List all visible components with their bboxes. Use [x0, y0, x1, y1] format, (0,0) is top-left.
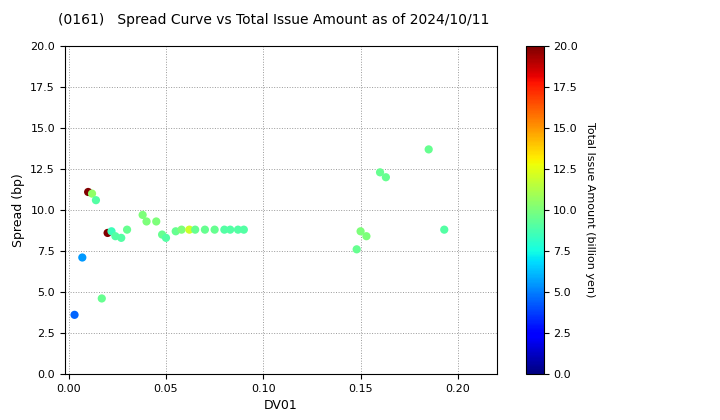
Point — [170, 228, 181, 235]
Y-axis label: Spread (bp): Spread (bp) — [12, 173, 24, 247]
Point — [184, 226, 195, 233]
Point — [219, 226, 230, 233]
Point — [82, 189, 94, 195]
Point — [102, 230, 113, 236]
Point — [176, 226, 187, 233]
Point — [86, 190, 98, 197]
Point — [423, 146, 434, 153]
Point — [69, 312, 81, 318]
Point — [225, 226, 236, 233]
Point — [161, 234, 172, 241]
Point — [137, 212, 148, 218]
Point — [438, 226, 450, 233]
Point — [115, 234, 127, 241]
Point — [380, 174, 392, 181]
Point — [233, 226, 244, 233]
Point — [76, 254, 88, 261]
Point — [96, 295, 107, 302]
Point — [141, 218, 153, 225]
Point — [189, 226, 201, 233]
Point — [351, 246, 362, 253]
Point — [121, 226, 132, 233]
Point — [90, 197, 102, 204]
Point — [361, 233, 372, 239]
Point — [156, 231, 168, 238]
X-axis label: DV01: DV01 — [264, 399, 297, 412]
Text: (0161)   Spread Curve vs Total Issue Amount as of 2024/10/11: (0161) Spread Curve vs Total Issue Amoun… — [58, 13, 490, 26]
Point — [106, 228, 117, 235]
Point — [199, 226, 211, 233]
Point — [238, 226, 250, 233]
Point — [209, 226, 220, 233]
Point — [355, 228, 366, 235]
Point — [150, 218, 162, 225]
Point — [374, 169, 386, 176]
Point — [109, 233, 121, 239]
Y-axis label: Total Issue Amount (billion yen): Total Issue Amount (billion yen) — [585, 122, 595, 298]
